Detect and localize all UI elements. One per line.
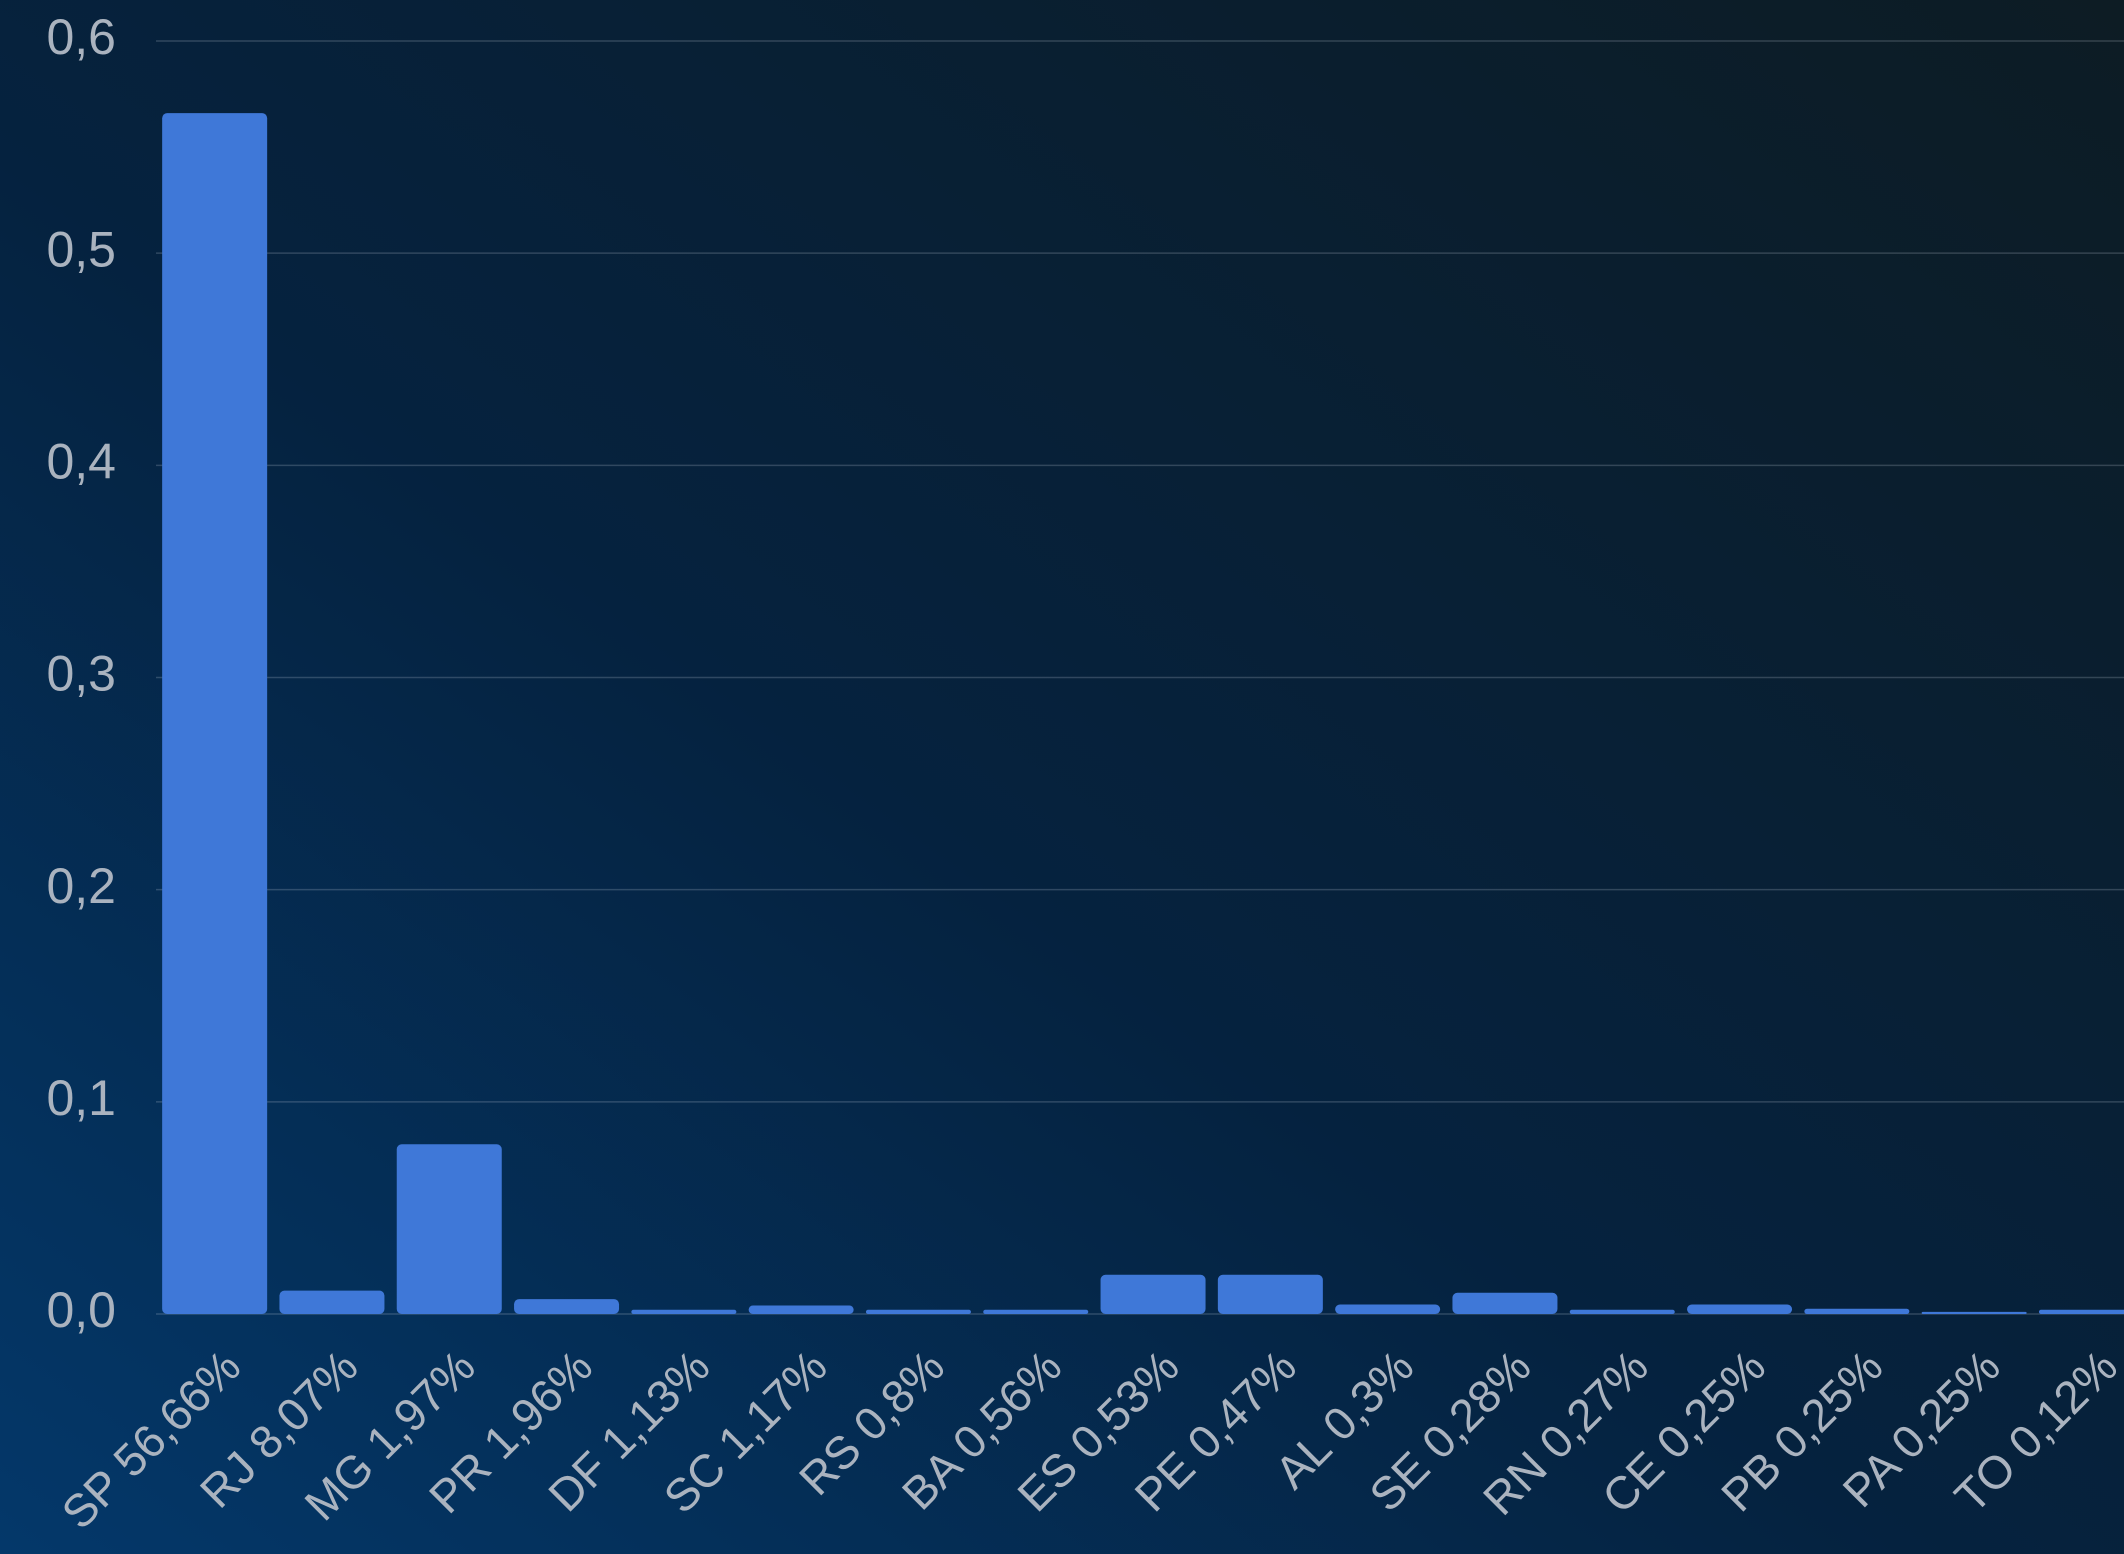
y-tick-label: 0,2 [46, 858, 116, 914]
y-tick-label: 0,5 [46, 221, 116, 277]
bar [631, 1309, 737, 1314]
bar [748, 1305, 854, 1314]
bar [1687, 1304, 1793, 1314]
bar [1217, 1274, 1323, 1314]
bar [1569, 1309, 1675, 1314]
bar [1100, 1274, 1206, 1314]
y-tick-label: 0,3 [46, 646, 116, 702]
bar [1804, 1308, 1910, 1314]
bar [865, 1309, 971, 1314]
y-tick-label: 0,6 [46, 9, 116, 65]
bar [983, 1309, 1089, 1314]
bar [1335, 1304, 1441, 1314]
bar [279, 1290, 385, 1314]
bar [514, 1299, 620, 1314]
bar [1452, 1292, 1558, 1314]
y-tick-label: 0,4 [46, 434, 116, 490]
bar [162, 113, 268, 1314]
bar [2038, 1309, 2124, 1314]
bar [396, 1144, 502, 1314]
y-tick-label: 0,0 [46, 1282, 116, 1338]
bar [1921, 1311, 2027, 1314]
y-tick-label: 0,1 [46, 1070, 116, 1126]
